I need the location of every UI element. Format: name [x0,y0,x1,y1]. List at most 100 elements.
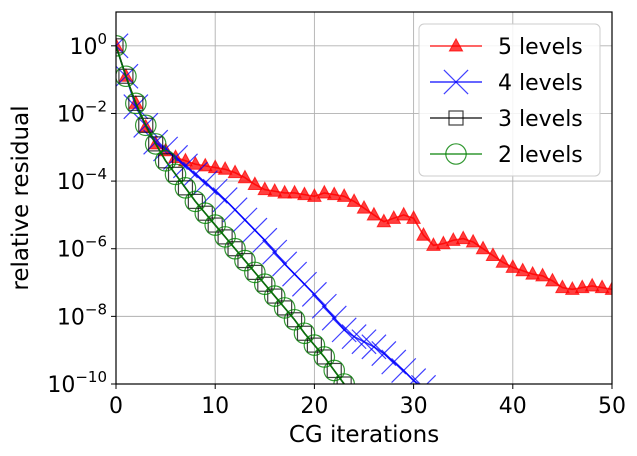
legend: 5 levels 4 levels 3 levels 2 levels [418,23,601,177]
legend-entry: 5 levels [430,35,583,60]
data-point [574,279,590,294]
data-point [525,265,541,280]
data-point [535,267,550,282]
data-point [297,186,312,201]
data-point [381,349,407,375]
data-point [287,184,302,199]
legend-label: 4 levels [498,71,583,96]
data-point [167,166,184,182]
data-point [604,281,612,295]
data-point [326,362,342,379]
data-point [326,186,342,201]
data-point [455,230,471,245]
data-point [341,324,367,350]
data-point [227,241,243,257]
data-point [267,182,283,197]
data-point [252,227,278,253]
data-point [118,68,134,84]
data-point [545,272,560,287]
legend-box [418,23,601,177]
legend-entry: 2 levels [430,143,583,168]
data-point [148,136,164,152]
data-point [202,178,228,204]
legend-marker [445,143,467,165]
data-point [262,239,288,265]
series-2-levels [116,35,355,384]
data-point [564,281,580,295]
data-point [158,153,174,169]
y-tick-label: 100 [69,30,107,60]
data-point [356,199,372,214]
legend-label: 3 levels [498,107,583,132]
data-point [296,325,313,341]
data-point [515,262,531,277]
data-point [125,92,147,115]
data-point [584,277,600,292]
legend-entry: 3 levels [430,107,583,132]
data-point [197,205,213,221]
data-point [177,180,194,196]
data-point [257,181,273,196]
data-point [485,247,501,262]
data-point [182,161,208,187]
data-point [237,252,253,269]
data-point [134,114,157,137]
y-tick-label: 10−8 [57,300,107,330]
data-point [237,169,253,184]
data-point [277,184,293,199]
data-point [187,155,203,170]
y-tick-label: 10−10 [47,368,107,398]
y-tick-label: 10−2 [57,97,107,127]
data-point [217,161,233,175]
data-point [505,259,521,273]
data-point [465,233,481,248]
data-point [346,193,362,207]
data-point [144,133,167,155]
data-point [257,276,273,292]
x-tick-label: 0 [109,394,123,419]
data-point [351,329,377,355]
data-point [301,281,327,307]
data-point [416,226,431,241]
data-point [187,193,203,209]
y-tick-label: 10−6 [57,233,107,263]
data-point [316,349,332,365]
data-point [396,206,412,221]
data-point [445,232,461,246]
legend-marker [448,110,464,126]
data-point [316,184,332,199]
y-axis-label: relative residual [8,105,34,290]
data-point [371,341,397,367]
data-point [306,337,322,353]
data-point [311,293,337,319]
plot-frame [115,11,613,385]
data-point [321,305,347,331]
legend-marker [448,37,464,52]
data-point [277,300,293,316]
data-point [336,188,352,202]
data-point [401,368,427,384]
data-point [594,279,610,294]
x-axis: 0 10 20 30 40 50 [109,384,626,419]
y-axis: 100 10−2 10−4 10−6 10−8 10−10 [47,30,116,398]
legend-label: 5 levels [498,35,583,60]
series-layer [116,33,612,384]
data-point [138,117,154,133]
legend-marker [443,69,469,95]
data-point [128,95,144,111]
legend-entry: 4 levels [430,69,583,96]
data-point [406,210,422,224]
legend-label: 2 levels [498,143,583,168]
series-5-levels [116,37,612,295]
data-point [426,237,441,251]
data-point [153,136,179,162]
data-point [217,229,233,245]
data-point [267,288,283,304]
data-point [247,264,263,280]
data-point [286,312,303,328]
data-point [475,240,491,255]
data-point [336,376,352,384]
data-point [366,206,382,221]
data-point [247,176,263,191]
